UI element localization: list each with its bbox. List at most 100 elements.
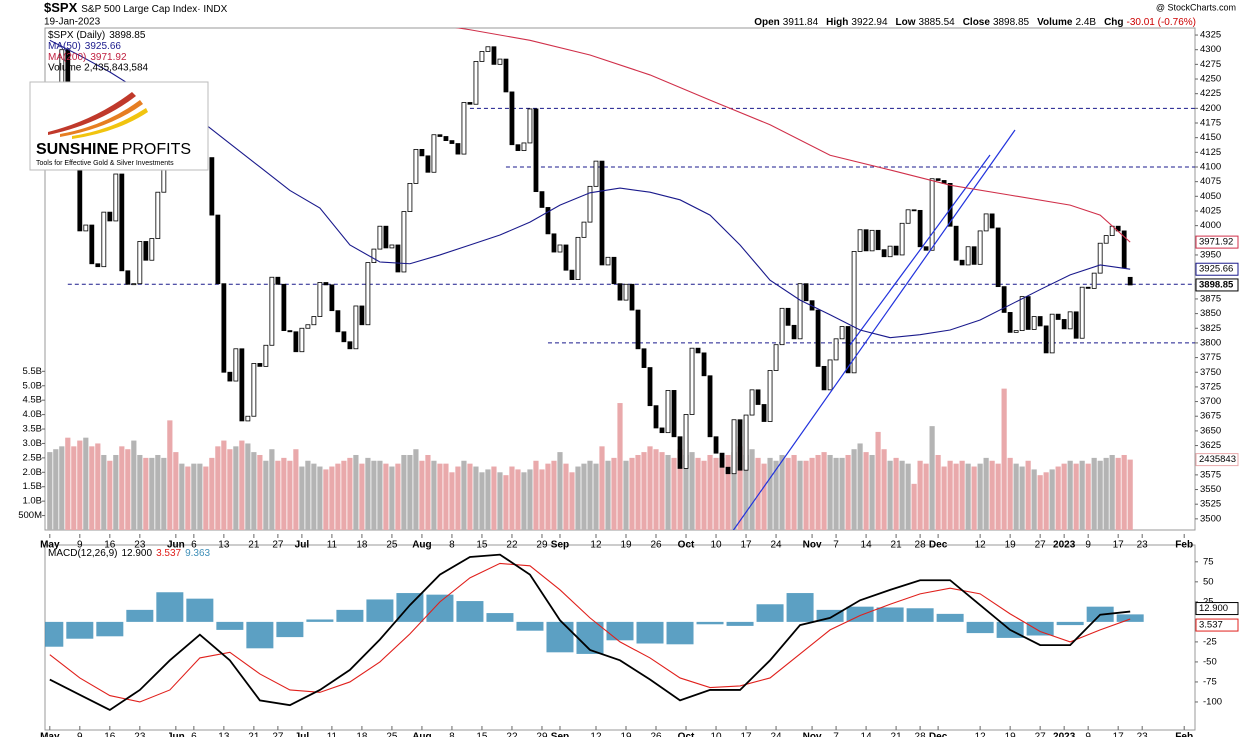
- legend-value: 3971.92: [90, 52, 127, 63]
- volume-tick-label: 3.5B: [22, 424, 42, 435]
- candle: [881, 249, 887, 258]
- volume-bar: [1013, 463, 1019, 530]
- candle: [1067, 311, 1073, 330]
- value-box: [1195, 262, 1239, 276]
- volume-bar: [731, 452, 737, 530]
- y-tick-label: 3800: [1200, 337, 1221, 348]
- y-tick-label: 50: [1203, 576, 1214, 587]
- candle: [473, 61, 479, 105]
- histogram-bar: [756, 604, 784, 622]
- volume-bar: [719, 457, 725, 530]
- candle: [359, 305, 365, 326]
- x-tick-label: 14: [861, 732, 873, 737]
- volume-bar: [1025, 460, 1031, 530]
- candle: [293, 331, 299, 353]
- volume-bar: [335, 463, 341, 530]
- volume-bar: [293, 449, 299, 530]
- x-tick-label: 21: [248, 540, 260, 551]
- quote-value: 3885.54: [919, 17, 956, 28]
- candle: [947, 183, 953, 227]
- volume-bar: [221, 440, 227, 530]
- candle: [755, 389, 761, 405]
- volume-bar: [911, 483, 917, 530]
- x-tick-label: 17: [740, 732, 752, 737]
- x-tick-label: 24: [770, 540, 782, 551]
- candle: [569, 269, 575, 280]
- volume-bar: [767, 457, 773, 530]
- macd-line: [49, 562, 1131, 703]
- volume-bar: [977, 463, 983, 530]
- candle: [233, 348, 239, 382]
- candle: [635, 309, 641, 350]
- candle: [599, 160, 605, 266]
- volume-bar: [53, 449, 59, 530]
- x-tick-label: 8: [449, 540, 455, 551]
- volume-bar: [953, 463, 959, 530]
- volume-bar: [713, 457, 719, 530]
- candle: [353, 305, 359, 350]
- volume-tick-label: 1.0B: [22, 496, 42, 507]
- candle: [287, 330, 293, 333]
- candle: [347, 341, 353, 350]
- volume-bar: [929, 426, 935, 530]
- candle: [1097, 242, 1103, 274]
- x-tick-label: 9: [77, 540, 83, 551]
- volume-bar: [353, 454, 359, 530]
- x-tick-label: 10: [710, 540, 722, 551]
- candle: [713, 436, 719, 454]
- x-tick-label: 9: [1085, 732, 1091, 737]
- candle: [89, 224, 95, 265]
- histogram-bar: [576, 621, 604, 654]
- x-tick-label: Dec: [929, 732, 948, 737]
- legend-title: $SPX (Daily): [48, 30, 105, 41]
- candle: [845, 326, 851, 374]
- volume-bar: [599, 446, 605, 530]
- volume-bar: [623, 460, 629, 530]
- volume-bar: [743, 454, 749, 530]
- candle: [695, 347, 701, 354]
- candle: [689, 347, 695, 415]
- value-box: [1195, 278, 1239, 292]
- y-tick-label: 4075: [1200, 176, 1221, 187]
- volume-bar: [779, 454, 785, 530]
- volume-bar: [299, 466, 305, 530]
- volume-bar: [521, 472, 527, 530]
- volume-bar: [1049, 469, 1055, 530]
- logo-title-2: PROFITS: [122, 141, 191, 158]
- quote-label: Volume: [1037, 17, 1073, 28]
- x-tick-label: 13: [218, 732, 230, 737]
- legend-value: 3898.85: [109, 30, 146, 41]
- trendline: [732, 129, 1016, 530]
- y-tick-label: -25: [1203, 636, 1217, 647]
- candle: [437, 134, 443, 137]
- y-tick-label: 4050: [1200, 191, 1221, 202]
- y-tick-label: 3675: [1200, 411, 1221, 422]
- candle: [431, 134, 437, 173]
- x-tick-label: 27: [1035, 732, 1047, 737]
- x-tick-label: Nov: [803, 732, 822, 737]
- candle: [341, 331, 347, 343]
- candle: [701, 352, 707, 377]
- volume-bar: [965, 463, 971, 530]
- legend-name: MA(200): [48, 52, 86, 63]
- legend-macd: MACD(12,26,9) 12.900 3.537 9.363: [48, 548, 211, 559]
- x-tick-label: 21: [248, 732, 260, 737]
- x-tick-label: 8: [449, 732, 455, 737]
- candle: [275, 276, 281, 285]
- histogram-bar: [366, 599, 394, 622]
- volume-bar: [539, 469, 545, 530]
- candle: [317, 282, 323, 317]
- candle: [749, 389, 755, 416]
- quote: Open 3911.84 High 3922.94 Low 3885.54 Close 389…: [754, 17, 1196, 28]
- volume-bar: [935, 454, 941, 530]
- candle: [737, 419, 743, 471]
- volume-bar: [239, 440, 245, 530]
- candle: [245, 415, 251, 422]
- legend-price: $SPX (Daily) 3898.85: [48, 30, 146, 41]
- x-tick-label: 2023: [1053, 540, 1076, 551]
- volume-bar: [989, 460, 995, 530]
- logo-ray: [48, 92, 136, 135]
- volume-bar: [419, 460, 425, 530]
- x-tick-label: 15: [476, 732, 488, 737]
- candle: [707, 375, 713, 438]
